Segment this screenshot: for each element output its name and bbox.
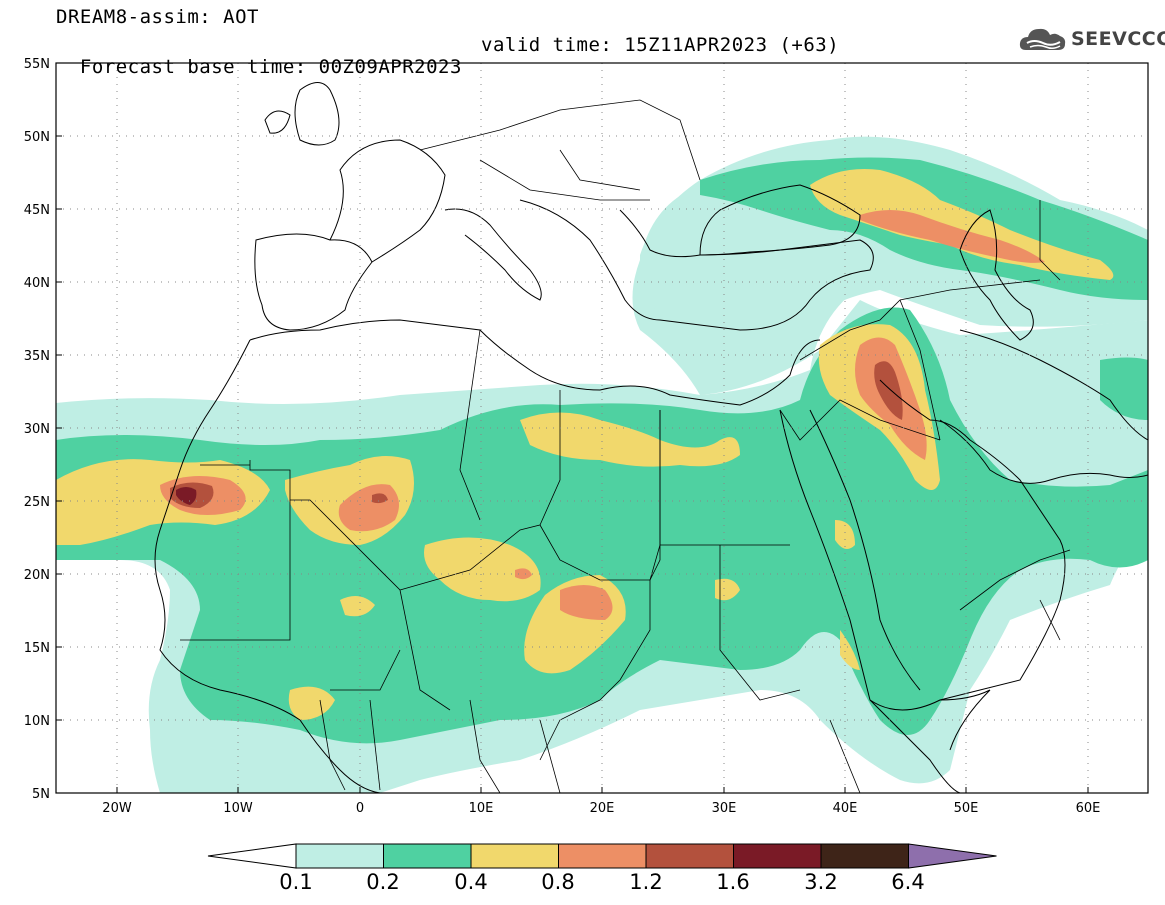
lon-label: 30E — [712, 801, 737, 816]
seevccc-logo: SEEVCCC — [1018, 24, 1165, 54]
base-time-text: Forecast base time: 00Z09APR2023 — [79, 56, 462, 78]
map-title: DREAM8-assim: AOT — [56, 6, 259, 28]
colorbar-box — [733, 843, 822, 869]
lon-label: 0 — [356, 801, 364, 816]
colorbar-under-triangle — [207, 843, 297, 869]
colorbar-over-triangle — [908, 843, 997, 869]
colorbar — [207, 843, 997, 869]
colorbar-label: 0.1 — [279, 870, 313, 894]
lon-labels: 20W 10W 0 10E 20E 30E 40E 50E 60E — [102, 801, 1100, 816]
aot-field — [56, 63, 1148, 793]
colorbar-label: 1.2 — [629, 870, 663, 894]
colorbar-label: 1.6 — [716, 870, 750, 894]
lon-label: 60E — [1076, 801, 1101, 816]
cloud-icon — [1019, 28, 1066, 50]
lon-label: 50E — [954, 801, 979, 816]
axis-ticks — [56, 62, 1089, 793]
lat-label: 40N — [24, 276, 50, 291]
lon-label: 20E — [590, 801, 615, 816]
colorbar-box — [645, 843, 734, 869]
graticule — [56, 63, 1148, 793]
colorbar-label: 0.2 — [366, 870, 400, 894]
colorbar-label: 6.4 — [891, 870, 925, 894]
colorbar-box — [383, 843, 472, 869]
country-borders — [180, 99, 1071, 793]
lat-label: 10N — [24, 714, 50, 729]
lat-labels: 55N 50N 45N 40N 35N 30N 25N 20N 15N 10N … — [24, 57, 50, 802]
lat-label: 55N — [24, 57, 50, 72]
coastlines — [154, 82, 1148, 793]
lat-label: 30N — [24, 422, 50, 437]
logo-text: SEEVCCC — [1071, 28, 1165, 50]
forecast-base-time: Forecast base time: 00Z09APR2023 valid t… — [56, 34, 839, 100]
lat-label: 5N — [32, 787, 50, 802]
colorbar-box — [820, 843, 909, 869]
colorbar-box — [558, 843, 647, 869]
valid-time-text: valid time: 15Z11APR2023 (+63) — [481, 34, 840, 56]
colorbar-label: 0.4 — [454, 870, 488, 894]
aot-band-1.6 — [176, 487, 197, 505]
lon-label: 40E — [833, 801, 858, 816]
colorbar-box — [470, 843, 559, 869]
lon-label: 10E — [469, 801, 494, 816]
lat-label: 20N — [24, 568, 50, 583]
lon-label: 10W — [223, 801, 253, 816]
lat-label: 25N — [24, 495, 50, 510]
lat-label: 15N — [24, 641, 50, 656]
colorbar-box — [295, 843, 384, 869]
lat-label: 35N — [24, 349, 50, 364]
lat-label: 45N — [24, 203, 50, 218]
colorbar-label: 3.2 — [804, 870, 838, 894]
lon-label: 20W — [102, 801, 132, 816]
colorbar-label: 0.8 — [541, 870, 575, 894]
lat-label: 50N — [24, 130, 50, 145]
